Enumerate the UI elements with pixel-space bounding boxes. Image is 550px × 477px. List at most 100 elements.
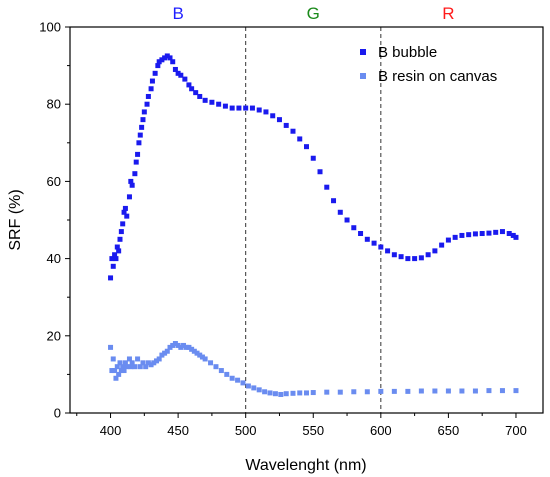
data-point [151, 360, 157, 366]
data-point [120, 221, 126, 227]
data-point [256, 107, 262, 113]
data-point [245, 383, 251, 389]
data-point [197, 93, 203, 99]
data-point [109, 368, 115, 374]
data-point [324, 184, 330, 190]
data-point [148, 86, 154, 92]
data-point [139, 124, 145, 130]
data-point [128, 178, 134, 184]
data-point [199, 354, 205, 360]
data-point [459, 232, 465, 238]
data-point [110, 263, 116, 269]
data-point [344, 217, 350, 223]
data-point [164, 53, 170, 59]
data-point [466, 232, 472, 238]
data-point [121, 368, 127, 374]
data-point [113, 375, 119, 381]
data-point [364, 236, 370, 242]
data-point [304, 144, 309, 150]
data-point [290, 390, 296, 396]
data-point [175, 70, 181, 76]
data-point [114, 244, 120, 250]
data-point [135, 356, 141, 362]
data-point [283, 122, 289, 128]
data-point [445, 388, 451, 394]
data-point [297, 136, 303, 142]
data-point [118, 229, 124, 235]
x-tick-label: 650 [438, 423, 460, 438]
data-point [249, 105, 255, 111]
data-point [112, 368, 118, 374]
data-point [506, 231, 512, 237]
data-point [371, 240, 377, 246]
band-label-g: G [307, 4, 320, 23]
data-point [479, 231, 485, 237]
data-point [412, 256, 418, 262]
data-point [358, 231, 364, 237]
data-point [472, 388, 478, 394]
data-point [202, 97, 208, 103]
data-point [178, 72, 184, 78]
data-point [391, 388, 397, 394]
x-tick-label: 700 [505, 423, 527, 438]
data-point [229, 105, 235, 111]
data-point [276, 117, 282, 123]
data-point [129, 360, 135, 366]
legend-label: B resin on canvas [378, 68, 497, 85]
data-point [317, 169, 323, 175]
data-point [172, 66, 178, 72]
data-point [351, 389, 357, 395]
data-point [122, 360, 128, 366]
data-point [499, 229, 505, 235]
data-point [167, 55, 173, 61]
data-point [156, 59, 162, 65]
legend: B bubble B resin on canvas [360, 44, 497, 85]
data-point [270, 113, 276, 119]
data-point [162, 55, 168, 61]
data-point [118, 368, 124, 374]
data-point [297, 390, 303, 396]
data-point [175, 342, 181, 348]
data-point [418, 255, 424, 261]
data-point [143, 364, 149, 370]
data-point [191, 348, 197, 354]
data-point [117, 360, 123, 366]
data-point [155, 63, 161, 69]
data-point [124, 213, 130, 219]
y-tick-label: 80 [47, 97, 61, 112]
data-point [122, 205, 128, 211]
data-point [267, 390, 273, 396]
data-point [159, 352, 165, 358]
data-point [499, 388, 505, 394]
band-dividers [245, 27, 382, 413]
data-point [240, 380, 246, 386]
data-point [510, 232, 516, 238]
data-point [189, 346, 195, 352]
data-point [202, 356, 208, 362]
band-label-b: B [172, 4, 183, 23]
data-point [141, 109, 147, 115]
data-point [351, 225, 357, 231]
data-point [135, 151, 141, 157]
data-point [224, 371, 230, 377]
y-tick-label: 60 [47, 174, 61, 189]
data-point [144, 101, 150, 107]
series-points [108, 53, 519, 397]
x-axis-title: Wavelenght (nm) [245, 457, 366, 474]
data-point [432, 388, 438, 394]
data-point [263, 109, 269, 115]
data-point [272, 391, 278, 397]
data-point [324, 389, 330, 395]
data-point [170, 59, 176, 65]
data-point [405, 388, 411, 394]
legend-marker [360, 49, 366, 55]
data-point [439, 242, 445, 248]
data-point [109, 256, 115, 262]
data-point [178, 344, 184, 350]
data-point [114, 364, 120, 370]
data-point [116, 371, 122, 377]
data-point [513, 234, 519, 240]
data-point [126, 356, 132, 362]
data-point [405, 256, 411, 262]
